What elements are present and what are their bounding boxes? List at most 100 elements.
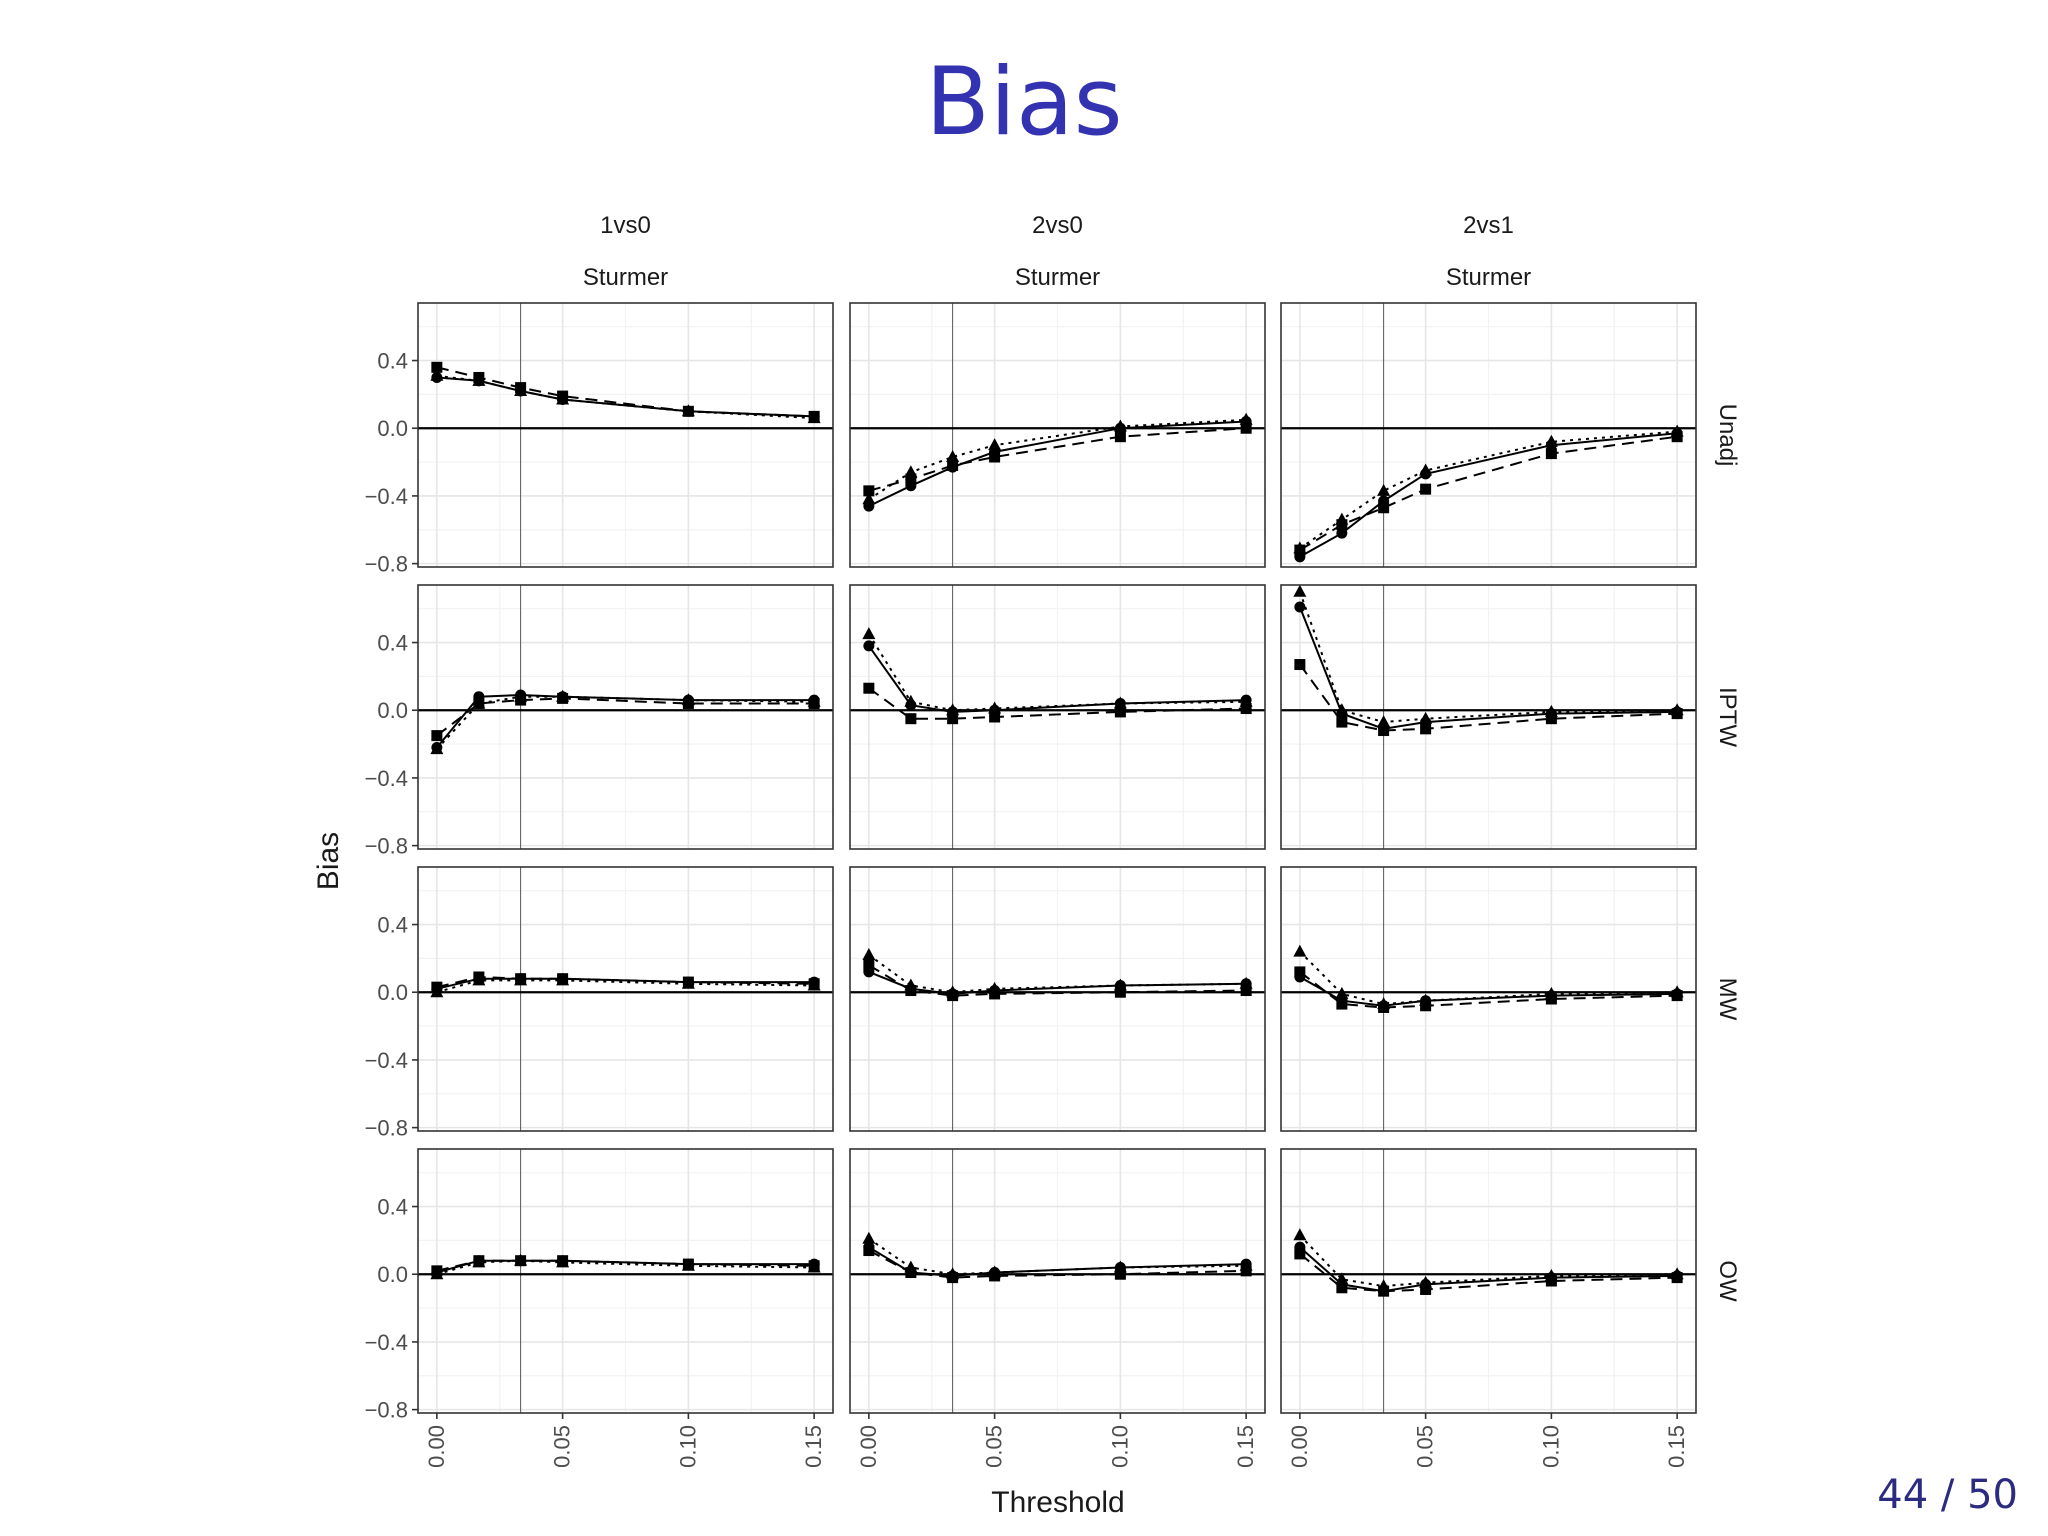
data-point-square — [1545, 1275, 1557, 1287]
x-tick-label: 0.15 — [1233, 1425, 1258, 1468]
facet-col-label-2vs0: 2vs0 — [1032, 212, 1083, 239]
series-line-circle — [1299, 1246, 1678, 1293]
data-point-square — [1294, 966, 1306, 978]
data-point-square — [1420, 1283, 1432, 1295]
data-point-triangle — [556, 689, 570, 702]
data-point-triangle — [1377, 483, 1391, 496]
data-point-triangle — [1335, 703, 1349, 716]
y-tick-label: 0.0 — [377, 980, 408, 1005]
data-point-triangle — [472, 696, 486, 709]
panel-border — [1280, 584, 1697, 850]
series-line-square — [1299, 971, 1678, 1009]
facet-col-sublabel: Sturmer — [583, 264, 668, 291]
data-point-triangle — [681, 1258, 695, 1271]
data-point-triangle — [1293, 1228, 1307, 1241]
data-point-triangle — [1670, 703, 1684, 716]
y-tick-label: −0.4 — [365, 484, 408, 509]
data-point-triangle — [988, 701, 1002, 714]
data-point-square — [1545, 993, 1557, 1005]
y-tick-label: −0.8 — [365, 552, 408, 577]
series-line-triangle — [436, 374, 815, 420]
data-point-square — [1378, 1285, 1390, 1297]
x-axis-title: Threshold — [991, 1486, 1124, 1519]
data-point-triangle — [430, 1267, 444, 1280]
y-tick-label: 0.4 — [377, 1195, 408, 1220]
data-point-triangle — [807, 411, 821, 424]
data-point-triangle — [946, 985, 960, 998]
facet-col-label-1vs0: 1vs0 — [600, 212, 651, 239]
series-line-circle — [436, 693, 815, 749]
series-line-square — [1299, 1253, 1678, 1293]
facet-col-sublabel: Sturmer — [1015, 264, 1100, 291]
panel-border — [1280, 302, 1697, 568]
x-tick-label: 0.10 — [675, 1425, 700, 1468]
series-line-triangle — [436, 979, 815, 994]
panel-IPTW-1vs0: 0.4 0.0 −0.4 −0.8 — [365, 584, 834, 859]
data-point-circle — [1336, 527, 1348, 539]
y-tick-label: −0.4 — [365, 766, 408, 791]
data-point-square — [905, 1267, 917, 1279]
data-point-triangle — [1113, 978, 1127, 991]
data-point-triangle — [988, 981, 1002, 994]
data-point-square — [1240, 422, 1252, 434]
data-point-triangle — [1335, 1272, 1349, 1285]
data-point-triangle — [472, 373, 486, 386]
data-point-triangle — [807, 978, 821, 991]
series-line-square — [868, 687, 1247, 720]
series-line-square — [868, 1249, 1247, 1279]
data-point-triangle — [1377, 1279, 1391, 1292]
series-line-triangle — [436, 1259, 815, 1276]
x-tick-label: 0.10 — [1538, 1425, 1563, 1468]
series-line-square — [868, 964, 1247, 997]
data-point-triangle — [946, 703, 960, 716]
data-point-triangle — [946, 450, 960, 462]
series-line-triangle — [1299, 1234, 1678, 1288]
data-point-triangle — [988, 1265, 1002, 1278]
data-point-triangle — [904, 1260, 918, 1273]
data-point-triangle — [514, 384, 528, 396]
data-point-square — [1240, 1265, 1252, 1277]
x-tick-label: 0.00 — [1287, 1425, 1312, 1468]
data-point-triangle — [430, 742, 444, 755]
data-point-square — [1240, 985, 1252, 997]
data-point-square — [1545, 448, 1557, 460]
data-point-triangle — [681, 404, 695, 417]
x-tick-label: 0.05 — [550, 1425, 575, 1468]
data-point-square — [1114, 986, 1126, 998]
data-point-triangle — [472, 973, 486, 986]
panel-MW-2vs1 — [1280, 866, 1697, 1132]
data-point-triangle — [904, 465, 918, 478]
data-point-triangle — [1419, 711, 1433, 724]
data-point-triangle — [904, 694, 918, 707]
panel-border — [417, 584, 834, 850]
data-point-square — [1378, 725, 1390, 737]
y-tick-label: 0.0 — [377, 1262, 408, 1287]
data-point-triangle — [472, 1255, 486, 1268]
panel-Unadj-1vs0: 0.4 0.0 −0.4 −0.8 — [365, 302, 834, 577]
data-point-triangle — [1419, 463, 1433, 476]
data-point-triangle — [1377, 997, 1391, 1010]
data-point-triangle — [681, 976, 695, 989]
y-tick-label: −0.8 — [365, 1398, 408, 1423]
data-point-square — [947, 713, 959, 725]
data-point-square — [1336, 998, 1348, 1010]
data-point-square — [947, 459, 959, 471]
panel-border — [849, 866, 1266, 1132]
data-point-square — [1114, 1268, 1126, 1280]
series-line-triangle — [868, 1237, 1247, 1276]
data-point-triangle — [1544, 704, 1558, 717]
data-point-triangle — [807, 1260, 821, 1273]
data-point-square — [1240, 703, 1252, 715]
data-point-square — [1336, 1282, 1348, 1294]
data-point-square — [863, 1245, 875, 1257]
data-point-triangle — [1335, 986, 1349, 999]
panel-IPTW-2vs1 — [1280, 584, 1697, 850]
data-point-triangle — [556, 1255, 570, 1268]
data-point-triangle — [1239, 976, 1253, 989]
y-tick-label: −0.8 — [365, 1116, 408, 1141]
x-tick-label: 0.00 — [856, 1425, 881, 1468]
series-line-triangle — [868, 633, 1247, 712]
data-point-square — [1378, 502, 1390, 514]
data-point-triangle — [1670, 985, 1684, 998]
